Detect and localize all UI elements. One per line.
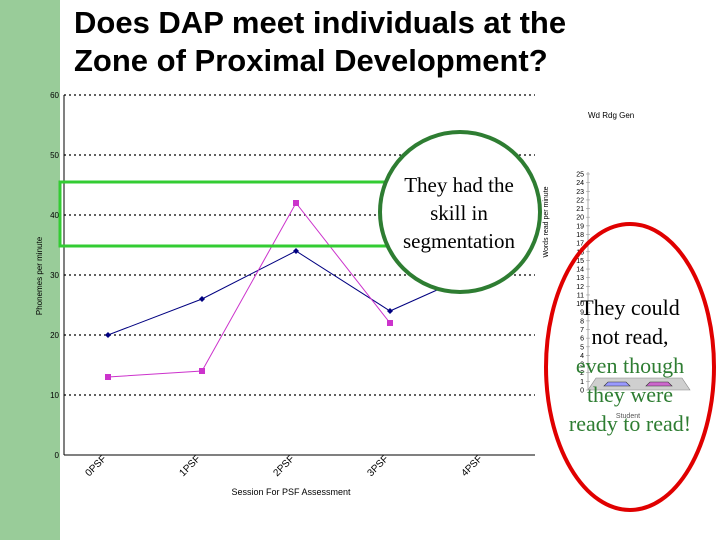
data-point — [199, 296, 205, 302]
x-tick-label: 4PSF — [459, 453, 484, 478]
x-tick-label: 2PSF — [271, 453, 296, 478]
x-tick-label: 1PSF — [177, 453, 202, 478]
bar-y-tick-label: 12 — [576, 284, 584, 291]
bar — [603, 381, 631, 387]
y-tick-label: 0 — [55, 451, 60, 460]
y-tick-labels: 0 10 20 30 40 50 60 — [50, 91, 59, 460]
x-tick-labels: 0PSF 1PSF 2PSF 3PSF 4PSF — [83, 453, 484, 478]
words-bar-chart: Words read per minute 252423222120191817… — [543, 172, 691, 420]
bar-y-tick-label: 3 — [580, 362, 584, 369]
bar-y-tick-label: 23 — [576, 189, 584, 196]
bar-y-tick-label: 11 — [577, 292, 584, 299]
reading-callout-line-3: even though — [575, 353, 685, 378]
reading-callout-text: They could not read, even though they we… — [556, 293, 704, 438]
y-tick-label: 30 — [50, 271, 59, 280]
data-point — [199, 368, 205, 374]
bar-y-tick-label: 14 — [576, 267, 584, 274]
bar-y-tick-label: 4 — [580, 353, 584, 360]
bar-y-tick-label: 25 — [576, 172, 584, 179]
grid-lines — [64, 94, 535, 396]
reading-callout-line-1: They could — [580, 295, 680, 320]
x-axis-label: Session For PSF Assessment — [231, 487, 351, 497]
bar-x-axis-label: Student — [616, 413, 640, 420]
bar-y-tick-label: 0 — [580, 388, 584, 395]
skill-callout-circle — [378, 130, 542, 294]
bar-y-tick-label: 8 — [580, 318, 584, 325]
data-point — [293, 200, 299, 206]
slide-title: Does DAP meet individuals at the Zone of… — [74, 4, 674, 80]
bar-y-tick-label: 24 — [576, 180, 584, 187]
reading-callout-line-5: ready to read! — [568, 411, 692, 436]
bar-y-tick-label: 1 — [580, 379, 584, 386]
bar-y-tick-label: 2 — [580, 370, 584, 377]
data-point — [293, 248, 299, 254]
data-point — [105, 374, 111, 380]
bar-floor — [587, 377, 691, 391]
bar-series — [603, 381, 673, 387]
y-tick-label: 40 — [50, 211, 59, 220]
bar — [645, 381, 673, 387]
side-accent-strip — [0, 0, 60, 540]
bar-y-tick-label: 22 — [576, 197, 584, 204]
series-line — [107, 202, 391, 378]
bar-y-tick-label: 5 — [580, 344, 584, 351]
bar-y-tick-label: 6 — [580, 336, 584, 343]
bar-y-tick-label: 13 — [576, 275, 584, 282]
bar-y-tick-labels: 2524232221201918171615141312111098765432… — [576, 172, 590, 395]
x-tick-label: 0PSF — [83, 453, 108, 478]
reading-callout-ellipse — [544, 222, 716, 512]
y-tick-label: 50 — [50, 151, 59, 160]
x-tick-label: 3PSF — [365, 453, 390, 478]
bar-y-tick-label: 9 — [580, 310, 584, 317]
skill-callout-text: They had the skill in segmentation — [403, 173, 515, 253]
bar-y-tick-label: 15 — [576, 258, 584, 265]
bar-y-tick-label: 17 — [576, 241, 584, 248]
bar-y-tick-label: 20 — [576, 215, 584, 222]
y-tick-label: 60 — [50, 91, 59, 100]
reading-callout-line-2: not read, — [591, 324, 669, 349]
y-axis-label: Phonemes per minute — [35, 236, 44, 315]
y-tick-label: 20 — [50, 331, 59, 340]
data-point — [105, 332, 111, 338]
chart-annotation: Wd Rdg Gen — [588, 111, 634, 120]
bar-y-tick-label: 10 — [576, 301, 584, 308]
bar-y-tick-label: 7 — [580, 327, 584, 334]
bar-y-tick-label: 18 — [576, 232, 584, 239]
title-line-1: Does DAP meet individuals at the — [74, 5, 567, 40]
y-tick-label: 10 — [50, 391, 59, 400]
reading-callout-line-4: they were — [586, 382, 674, 407]
bar-y-tick-label: 21 — [576, 206, 584, 213]
data-point — [387, 308, 393, 314]
bar-y-tick-label: 19 — [576, 223, 584, 230]
bar-y-axis-label: Words read per minute — [543, 186, 550, 257]
data-point — [387, 320, 393, 326]
title-line-2: Zone of Proximal Development? — [74, 43, 548, 78]
